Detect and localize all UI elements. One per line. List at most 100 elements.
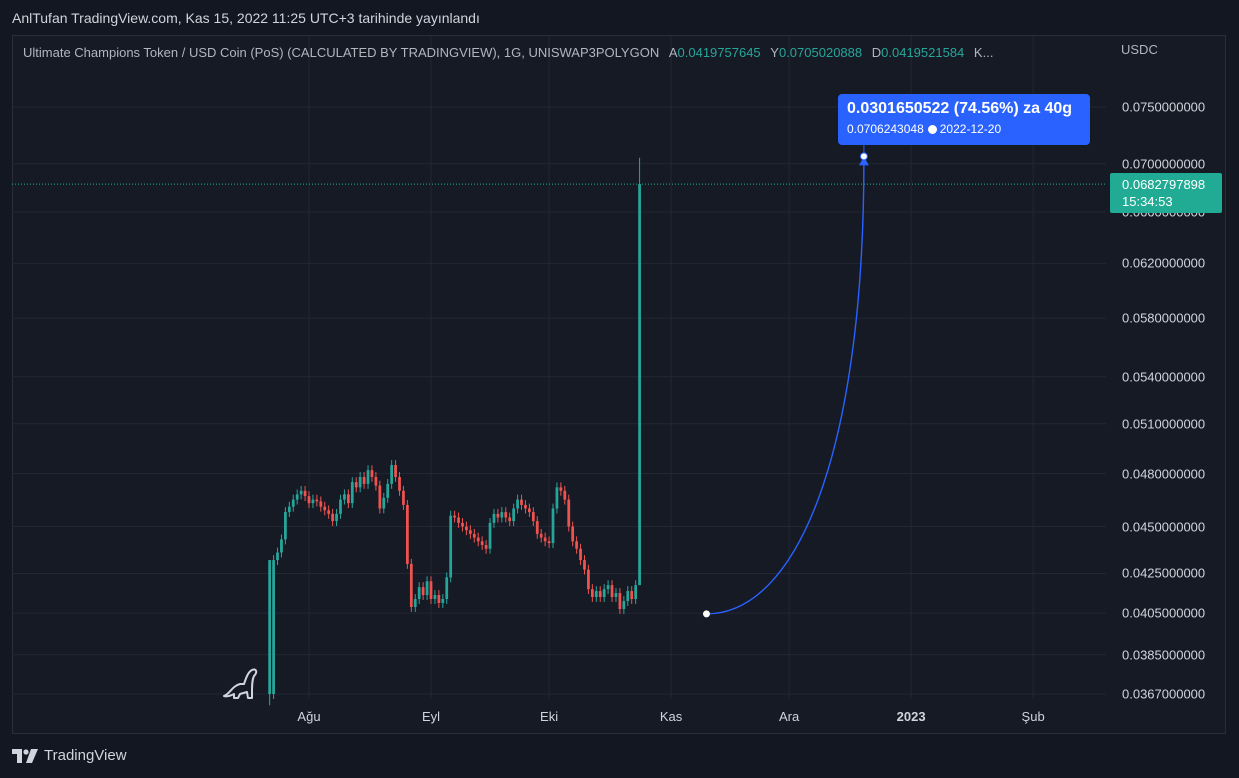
candle-body — [433, 595, 437, 600]
candle-body — [366, 470, 370, 484]
candle-body — [587, 569, 590, 590]
dino-mascot-icon — [223, 668, 258, 699]
candle-body — [602, 589, 606, 598]
candle-body — [465, 526, 468, 531]
price-tick-label: 0.0750000000 — [1122, 99, 1206, 115]
candle-body — [268, 560, 272, 694]
candle-body — [378, 485, 382, 509]
candle-body — [350, 482, 354, 504]
time-tick-label: Ara — [779, 709, 800, 724]
candle-body — [610, 585, 614, 598]
price-tick-label: 0.0405000000 — [1122, 605, 1206, 621]
candle-body — [531, 512, 535, 522]
candle-body — [598, 591, 602, 598]
candle-body — [555, 487, 559, 509]
candle-body — [516, 499, 519, 509]
candle-body — [421, 587, 425, 596]
candle-body — [594, 591, 598, 598]
candle-body — [476, 537, 480, 542]
candle-body — [563, 490, 567, 500]
tradingview-logo-icon — [12, 748, 38, 763]
candle-body — [311, 499, 315, 504]
price-range-label[interactable]: 0.0301650522 (74.56%) za 40g 0.070624304… — [838, 94, 1090, 145]
candle-body — [335, 513, 338, 522]
candle-body — [307, 496, 311, 504]
candle-body — [508, 517, 512, 522]
candle-body — [390, 465, 394, 484]
candle-body — [370, 470, 374, 477]
candle-body — [480, 541, 484, 546]
price-tick-label: 0.0450000000 — [1122, 519, 1206, 535]
projection-arrowhead — [858, 156, 869, 166]
bar-countdown: 15:34:53 — [1122, 194, 1173, 209]
price-tick-label: 0.0620000000 — [1122, 255, 1206, 271]
candle-body — [492, 513, 496, 523]
candle-body — [626, 591, 630, 602]
candle-body — [528, 508, 531, 513]
candle-body — [331, 513, 334, 522]
low-label: D — [871, 45, 882, 60]
candle-body — [535, 521, 539, 534]
price-tick-label: 0.0367000000 — [1122, 686, 1206, 702]
candle-body — [579, 548, 582, 561]
candle-body — [437, 595, 441, 604]
candle-body — [343, 494, 346, 500]
symbol-name: Ultimate Champions Token / USD Coin (PoS… — [23, 45, 660, 60]
footer-brand[interactable]: TradingView — [12, 747, 127, 764]
open-value: 0.0419757645 — [677, 45, 761, 60]
candle-body — [284, 512, 287, 540]
candles — [268, 157, 641, 706]
candle-body — [630, 591, 634, 600]
candle-body — [374, 476, 378, 486]
candle-body — [504, 512, 508, 518]
time-tick-label: Şub — [1021, 709, 1045, 724]
candle-body — [354, 482, 358, 488]
candle-body — [551, 508, 555, 544]
chart-frame[interactable] — [12, 35, 1226, 734]
close-label: K... — [973, 45, 994, 60]
clock-icon — [927, 125, 937, 134]
chart-grid — [12, 36, 1106, 698]
projection-curve — [706, 160, 865, 615]
candle-body — [496, 513, 500, 518]
time-tick-label: Eki — [540, 709, 559, 724]
symbol-legend: Ultimate Champions Token / USD Coin (PoS… — [23, 45, 993, 60]
candle-body — [634, 585, 638, 600]
projection-layer — [702, 142, 869, 618]
candle-body — [638, 184, 641, 586]
price-tick-label: 0.0425000000 — [1122, 565, 1206, 581]
candle-body — [287, 506, 291, 513]
high-label: Y — [770, 45, 779, 60]
candle-body — [445, 577, 449, 600]
candle-body — [583, 560, 586, 570]
candle-body — [472, 533, 476, 538]
candle-body — [575, 541, 578, 549]
candle-body — [500, 512, 504, 518]
candle-body — [346, 494, 350, 504]
candle-body — [457, 517, 460, 523]
price-tick-label: 0.0480000000 — [1122, 466, 1206, 482]
candle-body — [461, 522, 464, 527]
candle-body — [453, 515, 456, 518]
open-label: A — [668, 45, 678, 60]
candle-body — [520, 499, 523, 505]
last-price-value: 0.0682797898 — [1122, 177, 1206, 192]
candle-body — [559, 487, 563, 491]
candle-body — [291, 499, 295, 507]
candle-body — [417, 587, 421, 600]
candle-body — [539, 533, 543, 538]
candle-body — [606, 585, 610, 590]
price-tick-label: 0.0700000000 — [1122, 156, 1206, 172]
low-value: 0.0419521584 — [881, 45, 965, 60]
candle-body — [484, 545, 488, 549]
candle-body — [323, 506, 327, 511]
time-tick-label: Ağu — [297, 709, 321, 724]
candle-body — [512, 508, 516, 522]
candle-body — [590, 589, 594, 598]
candle-body — [488, 522, 492, 549]
candle-body — [468, 530, 472, 534]
price-tick-label: 0.0540000000 — [1122, 369, 1206, 385]
candle-body — [394, 465, 397, 477]
candle-body — [398, 476, 401, 491]
